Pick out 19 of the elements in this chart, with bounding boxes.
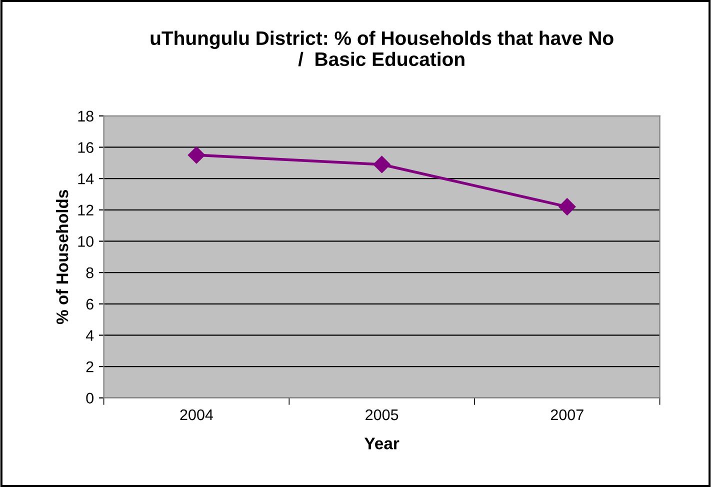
- y-tick-label: 8: [86, 267, 94, 278]
- y-tick-label: 16: [78, 142, 94, 153]
- y-tick-label: 4: [86, 330, 94, 341]
- point: [558, 198, 576, 216]
- point: [188, 146, 206, 164]
- x-axis-title: Year: [364, 438, 400, 450]
- y-tick-label: 0: [86, 392, 94, 404]
- chart-title: uThungulu District: % of Households that have No / Basic Education: [150, 30, 614, 66]
- point: [373, 156, 390, 174]
- x-tick-label: 2005: [366, 409, 398, 420]
- x-tick-label: 2004: [180, 409, 214, 420]
- y-tick-label: 18: [78, 110, 94, 122]
- x-tick-label: 2007: [550, 409, 584, 420]
- y-tick-label: 10: [78, 236, 94, 247]
- y-tick-label: 14: [78, 174, 94, 184]
- y-axis-title: % of Households: [56, 190, 68, 324]
- y-tick-label: 12: [78, 204, 94, 216]
- y-tick-label: 6: [86, 298, 94, 310]
- y-tick-label: 2: [86, 361, 94, 372]
